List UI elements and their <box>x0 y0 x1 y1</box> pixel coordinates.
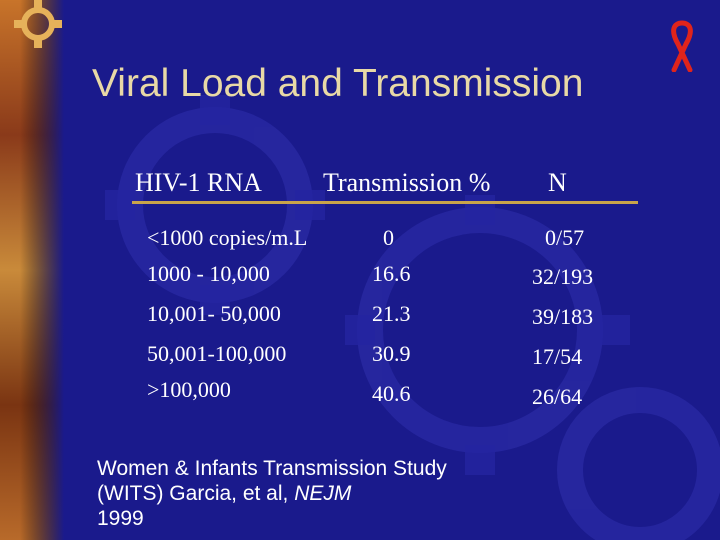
table-row-rna: <1000 copies/m.L <box>147 225 308 250</box>
column-header-transmission: Transmission % <box>323 168 491 197</box>
table-row-rna: 10,001- 50,000 <box>147 301 281 326</box>
table-row-n: 39/183 <box>532 304 594 329</box>
column-header-n: N <box>548 168 567 197</box>
gear-icon <box>14 0 62 48</box>
table-row-pct: 0 <box>383 225 394 250</box>
table-row-pct: 30.9 <box>372 341 411 366</box>
table-row-pct: 21.3 <box>372 301 411 326</box>
table-row-rna: >100,000 <box>147 377 231 402</box>
table-row-rna: 1000 - 10,000 <box>147 261 270 286</box>
citation-year: 1999 <box>97 507 144 530</box>
table-row-rna: 50,001-100,000 <box>147 341 287 366</box>
column-header-rna: HIV-1 RNA <box>135 168 262 197</box>
slide-title: Viral Load and Transmission <box>92 62 584 105</box>
table-row-n: 0/57 <box>545 225 585 250</box>
awareness-ribbon-icon <box>671 20 693 72</box>
header-rule <box>132 201 638 204</box>
journal-name: NEJM <box>294 482 352 505</box>
citation-text: Women & Infants Transmission Study (WITS… <box>97 457 447 505</box>
table-row-n: 26/64 <box>532 384 583 409</box>
table-row-n: 17/54 <box>532 344 583 369</box>
table-row-n: 32/193 <box>532 264 594 289</box>
citation: Women & Infants Transmission Study (WITS… <box>97 456 477 531</box>
table-row-pct: 40.6 <box>372 381 411 406</box>
table-row-pct: 16.6 <box>372 261 411 286</box>
